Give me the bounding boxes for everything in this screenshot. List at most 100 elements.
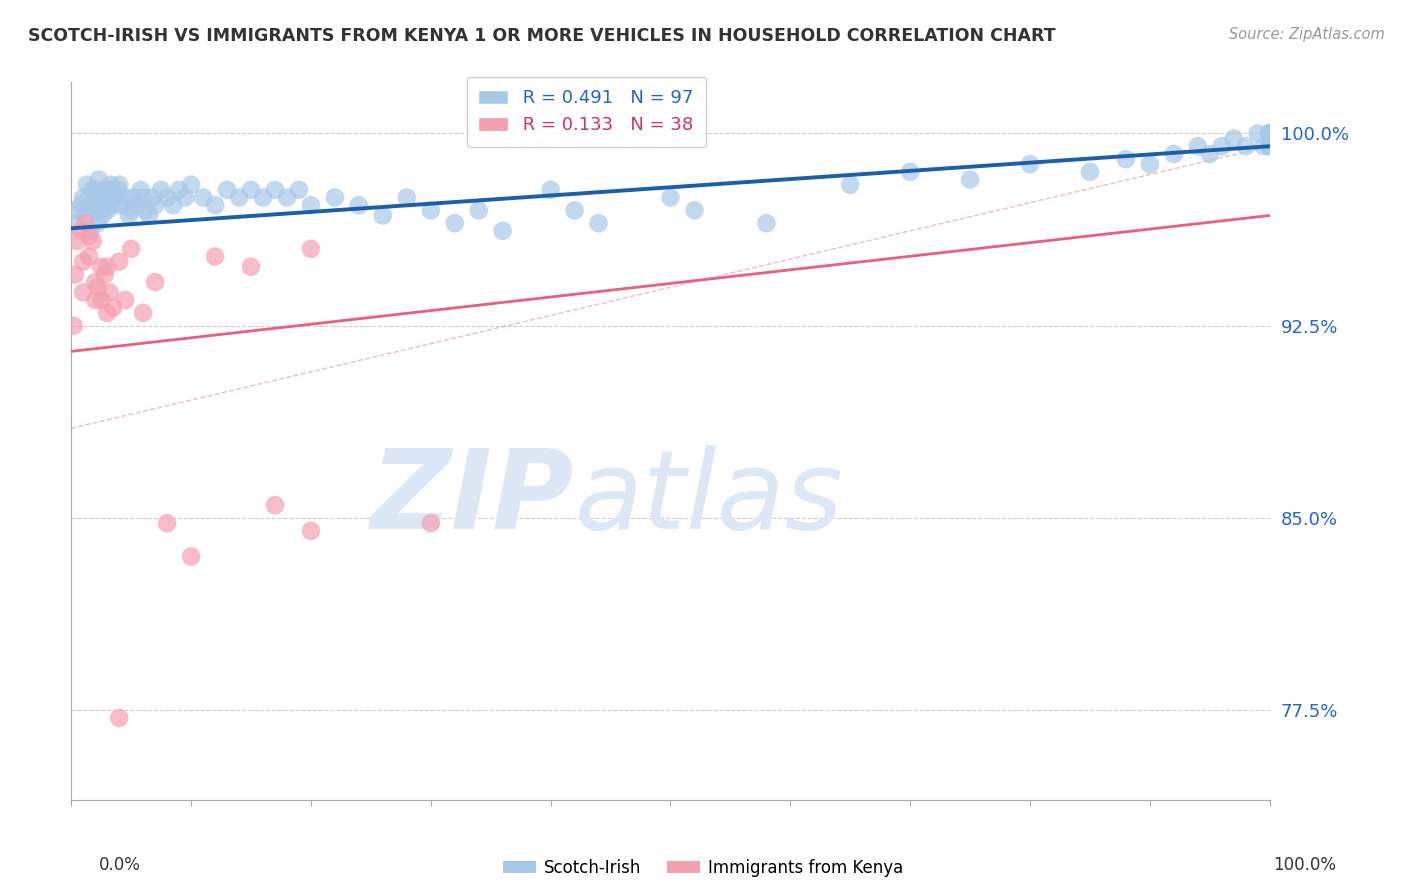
Point — [1258, 127, 1281, 141]
Point — [755, 216, 778, 230]
Point — [1258, 127, 1281, 141]
Point — [240, 183, 263, 197]
Point — [419, 516, 441, 531]
Point — [150, 183, 173, 197]
Point — [114, 190, 136, 204]
Point — [588, 216, 610, 230]
Point — [1258, 127, 1281, 141]
Point — [1139, 157, 1161, 171]
Point — [564, 203, 586, 218]
Point — [215, 183, 238, 197]
Point — [143, 198, 166, 212]
Point — [1253, 139, 1275, 153]
Point — [959, 172, 981, 186]
Point — [75, 216, 97, 230]
Point — [1115, 152, 1137, 166]
Point — [419, 203, 441, 218]
Point — [96, 260, 118, 274]
Point — [135, 203, 157, 218]
Point — [156, 190, 179, 204]
Point — [1258, 127, 1281, 141]
Point — [104, 190, 127, 204]
Point — [94, 268, 117, 282]
Point — [492, 224, 515, 238]
Point — [77, 229, 100, 244]
Point — [299, 242, 322, 256]
Point — [120, 203, 142, 218]
Point — [89, 203, 111, 218]
Point — [1222, 131, 1244, 145]
Point — [180, 178, 202, 192]
Point — [84, 275, 107, 289]
Point — [82, 234, 104, 248]
Point — [75, 209, 97, 223]
Point — [1258, 127, 1281, 141]
Point — [228, 190, 250, 204]
Point — [299, 524, 322, 538]
Point — [77, 190, 100, 204]
Point — [84, 198, 107, 212]
Point — [143, 275, 166, 289]
Point — [1163, 147, 1185, 161]
Point — [132, 306, 155, 320]
Text: 0.0%: 0.0% — [98, 856, 141, 874]
Point — [264, 498, 287, 512]
Text: Source: ZipAtlas.com: Source: ZipAtlas.com — [1229, 27, 1385, 42]
Point — [118, 209, 141, 223]
Point — [252, 190, 274, 204]
Point — [132, 190, 155, 204]
Point — [90, 293, 112, 307]
Point — [1234, 139, 1257, 153]
Point — [1247, 127, 1270, 141]
Point — [156, 516, 179, 531]
Point — [898, 165, 921, 179]
Point — [127, 198, 149, 212]
Point — [288, 183, 311, 197]
Point — [264, 183, 287, 197]
Point — [1078, 165, 1101, 179]
Text: 100.0%: 100.0% — [1272, 856, 1336, 874]
Point — [69, 224, 91, 238]
Point — [90, 190, 112, 204]
Point — [138, 209, 160, 223]
Point — [122, 190, 145, 204]
Point — [1258, 127, 1281, 141]
Point — [1198, 147, 1220, 161]
Point — [91, 209, 114, 223]
Point — [79, 224, 101, 238]
Point — [93, 198, 115, 212]
Point — [69, 198, 91, 212]
Point — [323, 190, 346, 204]
Point — [683, 203, 706, 218]
Point — [443, 216, 465, 230]
Point — [94, 183, 117, 197]
Point — [191, 190, 214, 204]
Point — [1258, 127, 1281, 141]
Text: SCOTCH-IRISH VS IMMIGRANTS FROM KENYA 1 OR MORE VEHICLES IN HOUSEHOLD CORRELATIO: SCOTCH-IRISH VS IMMIGRANTS FROM KENYA 1 … — [28, 27, 1056, 45]
Point — [1258, 139, 1281, 153]
Point — [1019, 157, 1042, 171]
Point — [90, 260, 112, 274]
Point — [1258, 139, 1281, 153]
Point — [86, 183, 108, 197]
Point — [204, 198, 226, 212]
Point — [540, 183, 562, 197]
Point — [371, 209, 394, 223]
Point — [467, 203, 489, 218]
Point — [395, 190, 418, 204]
Point — [120, 242, 142, 256]
Point — [108, 254, 131, 268]
Point — [240, 260, 263, 274]
Point — [108, 711, 131, 725]
Point — [72, 285, 94, 300]
Point — [77, 250, 100, 264]
Point — [1211, 139, 1233, 153]
Point — [98, 183, 121, 197]
Point — [82, 183, 104, 197]
Point — [162, 198, 184, 212]
Point — [87, 172, 110, 186]
Point — [299, 198, 322, 212]
Point — [174, 190, 197, 204]
Point — [839, 178, 862, 192]
Point — [1187, 139, 1209, 153]
